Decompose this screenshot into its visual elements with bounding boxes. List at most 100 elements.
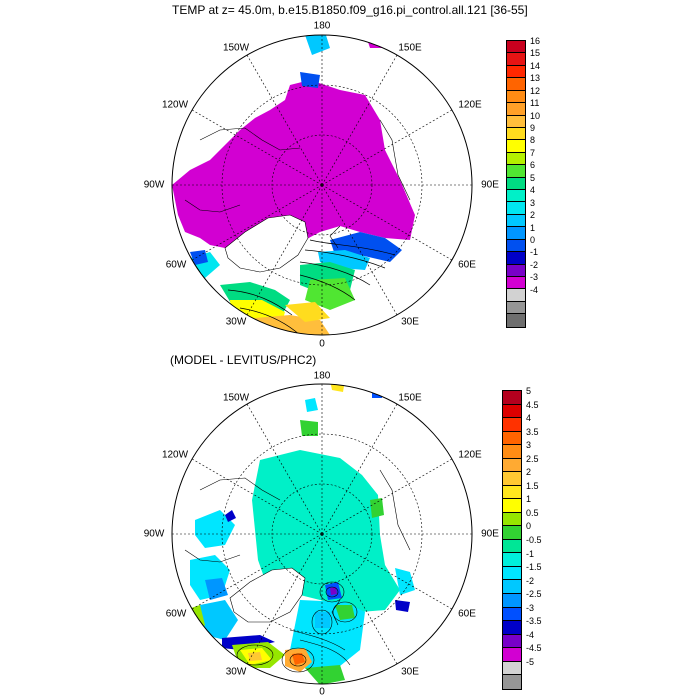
colorbar-cell xyxy=(503,539,521,554)
colorbar-cell xyxy=(503,580,521,594)
colorbar-tick-label: 11 xyxy=(530,98,540,109)
colorbar-tick-label: -1 xyxy=(526,548,535,559)
colorbar-cell xyxy=(507,140,525,153)
colorbar-tick-label: 0 xyxy=(530,234,536,245)
colorbar-cell xyxy=(507,202,525,215)
colorbar-tick-label: 5 xyxy=(530,172,536,183)
colorbar-tick-label: 10 xyxy=(530,110,541,121)
lon-label-30e: 30E xyxy=(401,316,419,328)
colorbar-cell xyxy=(507,152,525,166)
colorbar-cell xyxy=(503,648,521,662)
lon-label-150e: 150E xyxy=(398,42,422,54)
colorbar-tick-label: 12 xyxy=(530,85,541,96)
colorbar-tick-label: -3 xyxy=(526,602,535,613)
colorbar-tick-label: 3 xyxy=(526,440,532,451)
colorbar-1 xyxy=(506,40,526,328)
lon-label-150w: 150W xyxy=(222,42,250,54)
colorbar-cell xyxy=(503,634,521,649)
colorbar-cell xyxy=(507,277,525,290)
arctic-ocean-fill xyxy=(172,80,415,255)
colorbar-cell xyxy=(503,499,521,513)
lon-label-60e: 60E xyxy=(458,259,476,271)
lon-label-60w: 60W xyxy=(165,608,187,620)
colorbar-cell xyxy=(507,177,525,191)
colorbar-cell xyxy=(503,593,521,608)
colorbar-cell xyxy=(503,675,521,689)
colorbar-cell xyxy=(507,115,525,128)
colorbar-tick-label: 13 xyxy=(530,73,541,84)
lon-label-30w: 30W xyxy=(225,316,247,328)
lon-label-30w: 30W xyxy=(225,666,247,678)
lon-label-60e: 60E xyxy=(458,608,476,620)
colorbar-cell xyxy=(503,566,521,581)
panel-2-title: (MODEL - LEVITUS/PHC2) xyxy=(170,353,317,367)
colorbar-cell xyxy=(503,553,521,567)
lon-label-90w: 90W xyxy=(143,528,165,540)
colorbar-cell xyxy=(507,289,525,302)
panel-1-title: TEMP at z= 45.0m, b.e15.B1850.f09_g16.pi… xyxy=(172,3,528,17)
colorbar-tick-label: 1 xyxy=(526,494,532,505)
colorbar-tick-label: -0.5 xyxy=(526,535,542,545)
colorbar-tick-label: -4 xyxy=(526,629,535,640)
colorbar-tick-label: 0.5 xyxy=(526,507,539,518)
colorbar-cell xyxy=(507,41,525,54)
colorbar-cell xyxy=(507,53,525,66)
colorbar-tick-label: 2 xyxy=(526,467,532,478)
colorbar-cell xyxy=(503,661,521,676)
lon-label-150e: 150E xyxy=(398,392,422,404)
lon-label-0: 0 xyxy=(319,338,325,350)
colorbar-cell xyxy=(503,512,521,527)
colorbar-tick-label: 8 xyxy=(530,135,536,146)
colorbar-tick-label: -5 xyxy=(526,656,535,667)
colorbar-tick-label: 1 xyxy=(530,222,536,233)
lon-label-0: 0 xyxy=(319,686,325,698)
colorbar-cell xyxy=(507,78,525,91)
lon-label-60w: 60W xyxy=(165,259,187,271)
colorbar-cell xyxy=(503,418,521,432)
colorbar-2 xyxy=(502,390,522,690)
colorbar-cell xyxy=(507,264,525,278)
colorbar-cell xyxy=(507,165,525,178)
lon-label-90w: 90W xyxy=(143,179,165,191)
colorbar-cell xyxy=(503,526,521,540)
map-border xyxy=(171,34,473,336)
lon-label-120e: 120E xyxy=(458,449,482,461)
lon-label-180: 180 xyxy=(313,20,331,32)
colorbar-tick-label: 7 xyxy=(530,147,536,158)
colorbar-tick-label: 16 xyxy=(530,36,541,46)
colorbar-cell xyxy=(503,485,521,500)
colorbar-cell xyxy=(503,391,521,405)
colorbar-tick-label: -2.5 xyxy=(526,589,542,600)
colorbar-tick-label: 0 xyxy=(526,521,532,532)
colorbar-cell xyxy=(507,301,525,315)
greenland xyxy=(229,567,306,623)
colorbar-tick-label: -2 xyxy=(526,575,535,586)
colorbar-cell xyxy=(507,227,525,240)
colorbar-tick-label: 3.5 xyxy=(526,426,539,437)
colorbar-tick-label: 5 xyxy=(526,386,532,396)
colorbar-cell xyxy=(503,621,521,635)
colorbar-cell xyxy=(507,314,525,327)
colorbar-tick-label: 6 xyxy=(530,160,536,171)
colorbar-tick-label: 4 xyxy=(530,185,536,196)
colorbar-tick-label: -1.5 xyxy=(526,562,542,573)
colorbar-cell xyxy=(507,103,525,116)
greenland xyxy=(224,214,309,273)
colorbar-tick-label: -3 xyxy=(530,272,539,283)
colorbar-tick-label: 4.5 xyxy=(526,399,539,410)
colorbar-tick-label: 9 xyxy=(530,123,536,134)
panel-2-map xyxy=(171,383,473,685)
colorbar-tick-label: 2 xyxy=(530,210,536,221)
colorbar-tick-label: -2 xyxy=(530,259,539,270)
colorbar-tick-label: -1 xyxy=(530,247,539,258)
colorbar-tick-label: 2.5 xyxy=(526,453,539,464)
colorbar-cell xyxy=(503,404,521,419)
colorbar-tick-label: 1.5 xyxy=(526,480,539,491)
lon-label-120w: 120W xyxy=(161,99,189,111)
lon-label-90e: 90E xyxy=(481,179,499,191)
colorbar-tick-label: 3 xyxy=(530,197,536,208)
colorbar-tick-label: -4 xyxy=(530,284,539,295)
colorbar-cell xyxy=(507,190,525,203)
colorbar-tick-label: 4 xyxy=(526,413,532,424)
colorbar-cell xyxy=(507,239,525,253)
